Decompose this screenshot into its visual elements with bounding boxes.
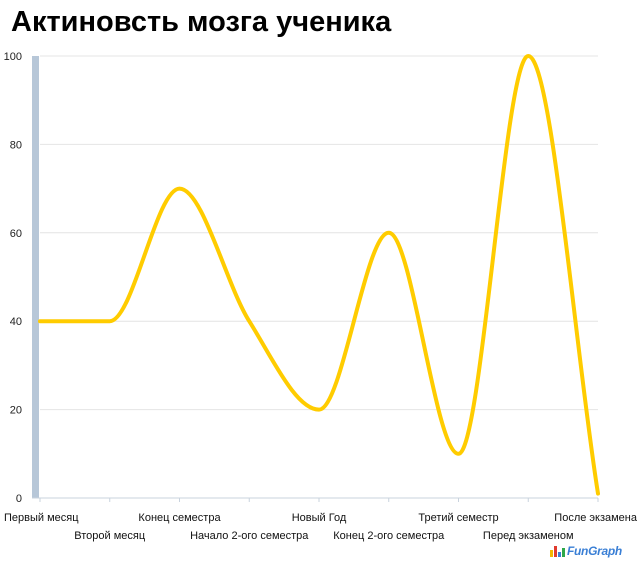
logo-bar-4 — [562, 548, 565, 557]
y-tick-label: 20 — [10, 405, 22, 417]
grid-layer — [40, 55, 598, 411]
logo-bar-2 — [554, 546, 557, 557]
fungraph-logo-bars — [550, 545, 565, 557]
fungraph-logo: FunGraph — [550, 542, 622, 560]
y-tick-label: 0 — [16, 493, 22, 505]
x-tick-label: Второй месяц — [74, 530, 146, 542]
x-tick-label: Третий семестр — [418, 512, 498, 524]
y-tick-labels: 0 20 40 60 80 100 — [4, 51, 22, 505]
logo-bar-1 — [550, 550, 553, 557]
chart-title: Актиновсть мозга ученика — [11, 6, 392, 38]
x-tick-label: Первый месяц — [4, 512, 79, 524]
x-tick-label: Начало 2-ого семестра — [190, 530, 309, 542]
x-tick-label: Новый Год — [292, 512, 347, 524]
y-tick-label: 100 — [4, 51, 22, 63]
x-tick-labels: Первый месяц Второй месяц Конец семестра На… — [4, 498, 638, 542]
y-tick-label: 80 — [10, 139, 22, 151]
fungraph-logo-text: FunGraph — [567, 544, 622, 558]
x-tick-label: Перед экзаменом — [483, 530, 574, 542]
x-tick-label: Конец семестра — [138, 512, 221, 524]
y-axis-band — [32, 56, 39, 498]
x-tick-label: После экзамена — [554, 512, 638, 524]
y-tick-label: 60 — [10, 228, 22, 240]
x-tick-label: Конец 2-ого семестра — [333, 530, 445, 542]
y-tick-label: 40 — [10, 316, 22, 328]
series-line — [38, 54, 600, 496]
logo-bar-3 — [558, 552, 561, 557]
